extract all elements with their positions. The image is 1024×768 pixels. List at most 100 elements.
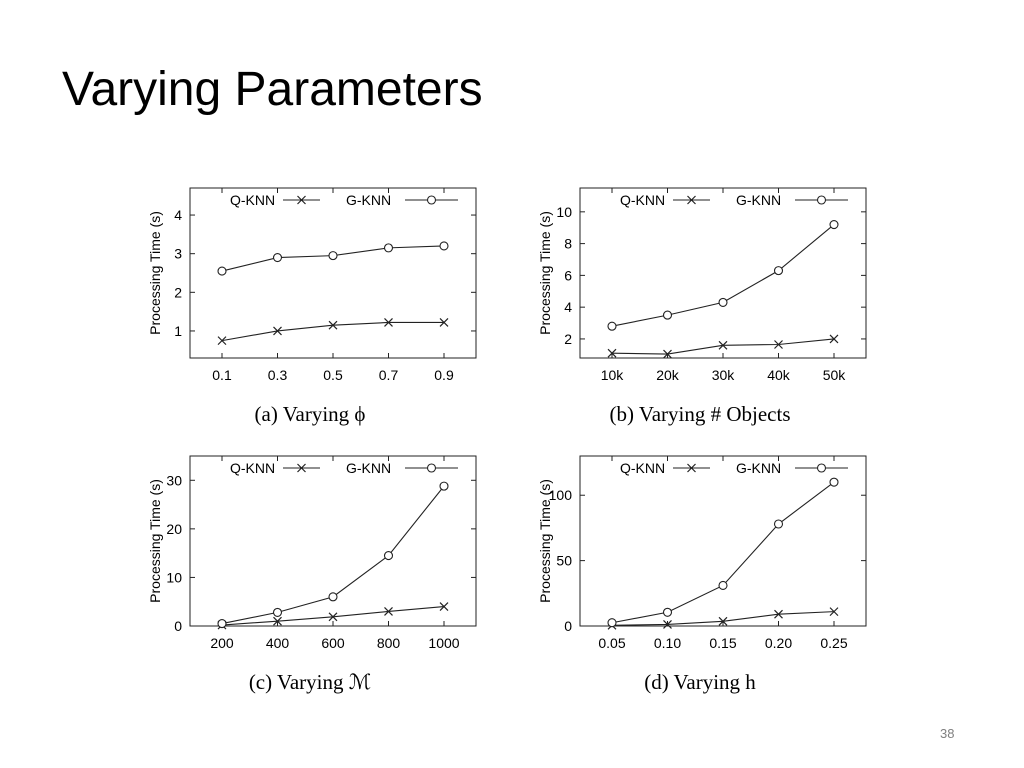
chart-d-plot: 0 50 100 0.05 0.10 0.15 0.20 0.25 Processing Tim… [537,455,867,651]
legend-label: Q-KNN [230,192,275,208]
series-line-g-knn [611,481,835,624]
x-tick-label: 30k [712,367,736,383]
data-point-q-knn [829,334,839,344]
y-tick-label: 0 [174,618,182,634]
data-point-g-knn [718,580,728,591]
x-tick-label: 0.15 [709,635,736,651]
y-tick-label: 8 [564,236,572,252]
data-point-q-knn [663,620,672,629]
data-point-g-knn [829,219,839,230]
x-tick-label: 40k [767,367,791,383]
data-point-g-knn [383,551,394,561]
y-tick-label: 50 [556,553,572,569]
slide-title: Varying Parameters [62,63,483,116]
x-tick-label: 0.1 [212,367,232,383]
chart-panel-d: 0 50 100 0.05 0.10 0.15 0.20 0.25 Processing Tim… [530,448,870,708]
x-tick-label: 0.25 [820,635,847,651]
x-tick-label: 0.10 [654,635,681,651]
legend-label: Q-KNN [620,460,665,476]
y-axis-label: Processing Time (s) [147,211,163,335]
data-point-g-knn [217,266,227,276]
legend-label: Q-KNN [620,192,665,208]
data-point-g-knn [662,607,673,617]
x-tick-label: 1000 [428,635,459,651]
data-point-q-knn [273,616,282,626]
data-point-g-knn [272,607,283,617]
data-point-g-knn [829,477,839,487]
data-point-g-knn [328,592,338,602]
data-point-q-knn [384,607,393,616]
data-point-q-knn [663,349,672,359]
legend-marker [426,463,437,473]
data-point-g-knn [439,241,449,251]
y-tick-label: 3 [174,246,182,262]
data-point-q-knn [774,340,783,349]
data-point-g-knn [718,297,728,307]
page-number: 38 [940,726,955,741]
chart-c-caption: (c) Varying ℳ [248,670,372,694]
data-point-q-knn [439,602,449,611]
y-tick-label: 30 [166,472,182,488]
data-point-q-knn [384,318,393,327]
legend-marker [687,195,696,205]
x-tick-label: 20k [656,367,680,383]
y-tick-label: 2 [174,284,182,300]
x-tick-label: 0.7 [379,367,399,383]
chart-a-plot: 1 2 3 4 0.1 0.3 0.5 0.7 0.9 Processing Time (s) Q-… [147,187,477,383]
x-tick-label: 10k [601,367,625,383]
y-tick-label: 6 [564,267,572,283]
data-point-q-knn [718,340,728,350]
series-line-g-knn [221,485,445,625]
data-point-q-knn [328,320,338,330]
legend-marker [816,195,827,205]
legend-label: G-KNN [736,460,781,476]
y-axis-label: Processing Time (s) [537,479,553,603]
data-point-g-knn [217,619,227,629]
series-line-g-knn [611,224,835,327]
y-axis-label: Processing Time (s) [147,479,163,603]
chart-b-caption: (b) Varying # Objects [609,402,791,426]
chart-c-plot: 0 10 20 30 200 400 600 800 1000 Processing Time (… [147,455,477,651]
data-point-g-knn [328,251,338,261]
x-tick-label: 800 [377,635,401,651]
plot-frame [579,187,867,359]
data-point-g-knn [607,618,617,628]
data-point-g-knn [773,266,784,276]
data-point-g-knn [607,321,617,331]
legend-marker [297,463,306,473]
legend-marker [297,195,306,205]
data-point-g-knn [773,519,784,529]
legend-label: G-KNN [346,192,391,208]
data-point-q-knn [273,326,282,336]
legend-marker [687,463,696,473]
data-point-q-knn [829,607,839,617]
legend-label: G-KNN [346,460,391,476]
y-tick-label: 0 [564,618,572,634]
data-point-q-knn [774,609,783,619]
legend-label: G-KNN [736,192,781,208]
x-tick-label: 200 [210,635,234,651]
x-tick-label: 400 [266,635,290,651]
chart-panel-c: 0 10 20 30 200 400 600 800 1000 Processing Time (… [140,448,480,708]
data-point-g-knn [272,252,283,263]
chart-b-plot: 2 4 6 8 10 10k 20k 30k 40k 50k Processing Time (s)… [537,187,867,383]
x-tick-label: 600 [321,635,345,651]
chart-panel-a: 1 2 3 4 0.1 0.3 0.5 0.7 0.9 Processing Time (s) Q-… [140,180,480,440]
chart-panel-b: 2 4 6 8 10 10k 20k 30k 40k 50k Processing Time (s)… [530,180,870,440]
y-tick-label: 2 [564,331,572,347]
data-point-g-knn [662,310,673,320]
plot-frame [579,455,867,627]
y-tick-label: 10 [556,204,572,220]
legend-marker [816,463,827,473]
x-tick-label: 0.20 [765,635,792,651]
series-line-q-knn [611,338,835,355]
x-tick-label: 0.9 [434,367,454,383]
x-tick-label: 0.3 [268,367,288,383]
y-axis-label: Processing Time (s) [537,211,553,335]
legend-label: Q-KNN [230,460,275,476]
y-tick-label: 100 [549,487,573,503]
data-point-q-knn [607,348,617,358]
data-point-q-knn [217,336,227,346]
x-tick-label: 50k [823,367,847,383]
y-tick-label: 10 [166,569,182,585]
